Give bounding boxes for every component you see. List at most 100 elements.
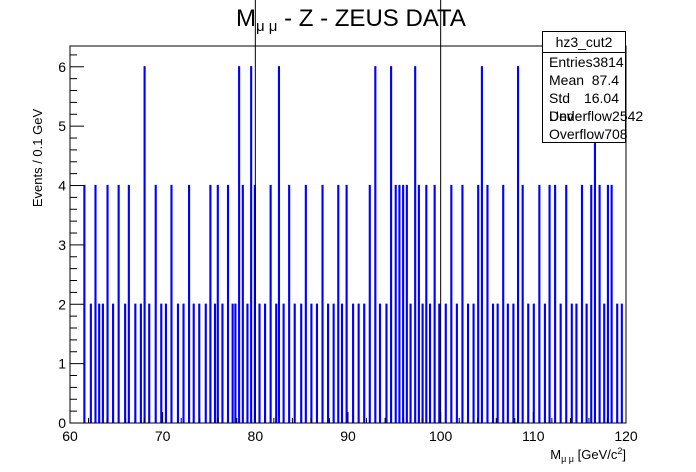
histogram-bin [603, 303, 606, 423]
histogram-bin [516, 66, 520, 423]
histogram-bin [234, 303, 237, 423]
histogram-bin [405, 184, 408, 423]
histogram-bin [221, 303, 224, 423]
histogram-bin [527, 303, 530, 423]
stats-value: 3814 [592, 54, 624, 70]
y-tick-label: 1 [58, 356, 66, 372]
histogram-bin [363, 303, 366, 423]
x-axis-label: Mμ μ [GeV/c2] [550, 446, 626, 464]
histogram-bin [321, 184, 324, 423]
histogram-bin [521, 184, 524, 423]
y-tick-label: 2 [58, 296, 66, 312]
histogram-bin [94, 184, 97, 423]
x-axis-ticks: 60 70 80 90 100 110 120 [62, 412, 638, 444]
y-tick-label: 4 [58, 178, 66, 194]
histogram-bin [461, 184, 464, 423]
histogram-bin [374, 66, 377, 423]
histogram-bin [83, 184, 86, 423]
x-label-close: ] [622, 447, 626, 462]
histogram-bin [598, 184, 601, 423]
histogram-bin [246, 303, 249, 423]
histogram-bin [327, 303, 330, 423]
histogram-bin [512, 303, 515, 423]
x-label-unit: [GeV/c [574, 447, 618, 462]
histogram-bin [477, 184, 480, 423]
histogram-bin [188, 184, 191, 423]
title-rest: - Z - ZEUS DATA [277, 5, 465, 32]
y-axis-ticks: 0 1 2 3 4 5 6 [58, 54, 84, 431]
histogram-bin [192, 303, 195, 423]
histogram-bin [112, 303, 115, 423]
histogram-bin [385, 303, 388, 423]
histogram-bin [277, 66, 281, 423]
x-tick-label: 80 [248, 428, 264, 444]
histogram-bin [216, 184, 219, 423]
histogram-bin [455, 303, 458, 423]
stats-label: Underflow [549, 108, 613, 124]
y-tick-label: 3 [58, 237, 66, 253]
stats-row-entries: Entries 3814 [543, 53, 625, 71]
histogram-bin [590, 184, 593, 423]
histogram-bin [231, 303, 234, 423]
title-main: M [236, 5, 256, 32]
stats-row-stddev: Std Dev 16.04 [543, 89, 625, 124]
histogram-bin [414, 66, 417, 423]
histogram-bin [101, 303, 104, 423]
histogram-bin [428, 303, 432, 423]
histogram-bin [409, 303, 412, 423]
histogram-bin [148, 303, 151, 423]
histogram-bin [176, 303, 180, 423]
histogram-bin [204, 303, 207, 423]
histogram-bin [106, 184, 109, 423]
histogram-bin [213, 303, 217, 423]
histogram-bin [394, 184, 397, 423]
histogram-bin [585, 303, 588, 423]
x-tick-label: 100 [429, 428, 453, 444]
stats-row-overflow: Overflow 708 [543, 125, 628, 143]
histogram-bin [352, 303, 355, 423]
histogram-bars [70, 66, 626, 424]
histogram-bin [154, 184, 157, 423]
histogram-bin [300, 303, 303, 423]
chart-title: Mμ μ - Z - ZEUS DATA [236, 5, 466, 35]
histogram-bin [532, 303, 535, 423]
histogram-bin [332, 303, 335, 423]
x-label-subscript: μ μ [561, 454, 574, 464]
histogram-bin [117, 184, 120, 423]
y-tick-label: 0 [58, 415, 66, 431]
histogram-bin [98, 303, 101, 423]
histogram-bin [198, 303, 201, 423]
histogram-bin [433, 184, 436, 423]
histogram-bin [616, 303, 619, 423]
histogram-bin [282, 303, 285, 423]
histogram-bin [548, 184, 551, 423]
stats-box: hz3_cut2 Entries 3814 Mean 87.4 Std Dev 16.… [542, 31, 643, 143]
reference-lines [254, 0, 442, 423]
histogram-bin [610, 184, 613, 423]
histogram-bin [182, 303, 185, 423]
histogram-bin [486, 184, 489, 423]
stats-row-underflow: Underflow 2542 [543, 107, 643, 125]
x-tick-label: 90 [340, 428, 356, 444]
histogram-bin [134, 303, 137, 423]
histogram-bin [620, 303, 623, 423]
histogram-bin [258, 303, 261, 423]
histogram-bin [390, 66, 393, 423]
histogram-bin [438, 303, 441, 423]
histogram-bin [450, 184, 453, 423]
histogram-bin [466, 303, 470, 423]
histogram-bin [160, 303, 163, 423]
histogram-bin [127, 184, 130, 423]
histogram-bin [89, 303, 92, 423]
histogram-bin [357, 303, 360, 423]
y-tick-label: 6 [58, 59, 66, 75]
stats-title: hz3_cut2 [543, 32, 625, 53]
histogram-bin [368, 184, 371, 423]
histogram-bin [269, 184, 272, 423]
histogram-bin [554, 184, 557, 423]
x-tick-label: 70 [155, 428, 171, 444]
histogram-bin [538, 184, 541, 423]
histogram-bin [491, 303, 495, 423]
x-label-main: M [550, 447, 561, 462]
histogram-bin [315, 303, 319, 423]
